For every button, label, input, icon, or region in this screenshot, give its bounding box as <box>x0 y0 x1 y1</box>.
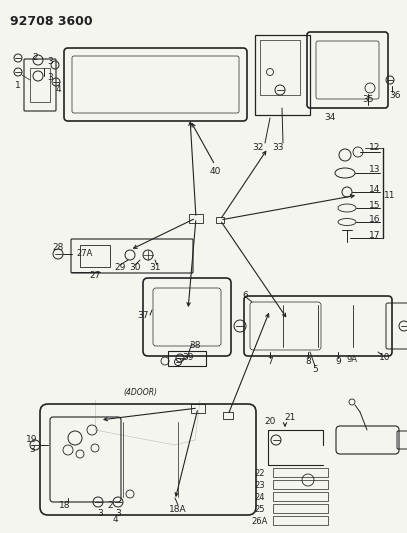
Text: 5: 5 <box>312 366 318 375</box>
Text: 92708 3600: 92708 3600 <box>10 15 93 28</box>
Text: 28: 28 <box>53 244 63 253</box>
Text: 9A: 9A <box>346 356 357 365</box>
Bar <box>223 411 233 418</box>
Text: 3: 3 <box>47 74 53 83</box>
Bar <box>168 351 206 366</box>
Text: 3: 3 <box>47 58 53 67</box>
Text: 4: 4 <box>55 85 61 94</box>
Bar <box>30 68 50 102</box>
Text: 19: 19 <box>26 435 38 445</box>
Text: 15: 15 <box>369 200 381 209</box>
Text: 4: 4 <box>112 515 118 524</box>
Text: 2: 2 <box>32 53 38 62</box>
Text: 17: 17 <box>369 230 381 239</box>
Text: 8: 8 <box>305 358 311 367</box>
Text: 3: 3 <box>97 508 103 518</box>
Text: 23: 23 <box>255 481 265 489</box>
Text: 18: 18 <box>59 502 71 511</box>
Text: 11: 11 <box>384 190 396 199</box>
Text: 25: 25 <box>255 505 265 513</box>
Text: 26A: 26A <box>252 516 268 526</box>
Text: 1: 1 <box>15 80 21 90</box>
Text: 30: 30 <box>129 263 141 272</box>
Text: 36: 36 <box>389 91 401 100</box>
Text: 3: 3 <box>29 446 35 455</box>
Text: 27A: 27A <box>77 249 93 259</box>
Text: 32: 32 <box>252 143 264 152</box>
Text: 16: 16 <box>369 214 381 223</box>
Text: 27: 27 <box>89 271 101 280</box>
Text: 31: 31 <box>149 263 161 272</box>
Text: 40: 40 <box>209 167 221 176</box>
Bar <box>255 35 310 115</box>
Text: 35: 35 <box>362 95 374 104</box>
Text: 22: 22 <box>255 469 265 478</box>
Bar <box>191 403 205 413</box>
Text: 24: 24 <box>255 492 265 502</box>
Bar <box>273 480 328 489</box>
Text: 10: 10 <box>379 353 391 362</box>
Text: 38: 38 <box>189 341 201 350</box>
Text: 2: 2 <box>107 500 113 510</box>
Text: 34: 34 <box>324 114 336 123</box>
Bar <box>273 468 328 477</box>
Bar <box>273 516 328 525</box>
Bar <box>273 504 328 513</box>
Text: 3: 3 <box>115 508 121 518</box>
Bar <box>273 492 328 501</box>
Text: 20: 20 <box>264 417 276 426</box>
Text: 29: 29 <box>114 263 126 272</box>
Text: 13: 13 <box>369 166 381 174</box>
Bar <box>80 245 110 267</box>
Text: 33: 33 <box>272 143 284 152</box>
Text: 18A: 18A <box>169 505 187 514</box>
Text: 12: 12 <box>369 143 381 152</box>
Text: 39: 39 <box>182 353 194 362</box>
Text: 7: 7 <box>267 358 273 367</box>
Text: 9: 9 <box>335 358 341 367</box>
Bar <box>216 217 224 223</box>
Text: 21: 21 <box>284 414 296 423</box>
Text: 37: 37 <box>137 311 149 319</box>
Bar <box>189 214 203 222</box>
Text: 6: 6 <box>242 290 248 300</box>
Text: (4DOOR): (4DOOR) <box>123 389 157 398</box>
Text: 14: 14 <box>369 184 381 193</box>
Bar <box>260 40 300 95</box>
